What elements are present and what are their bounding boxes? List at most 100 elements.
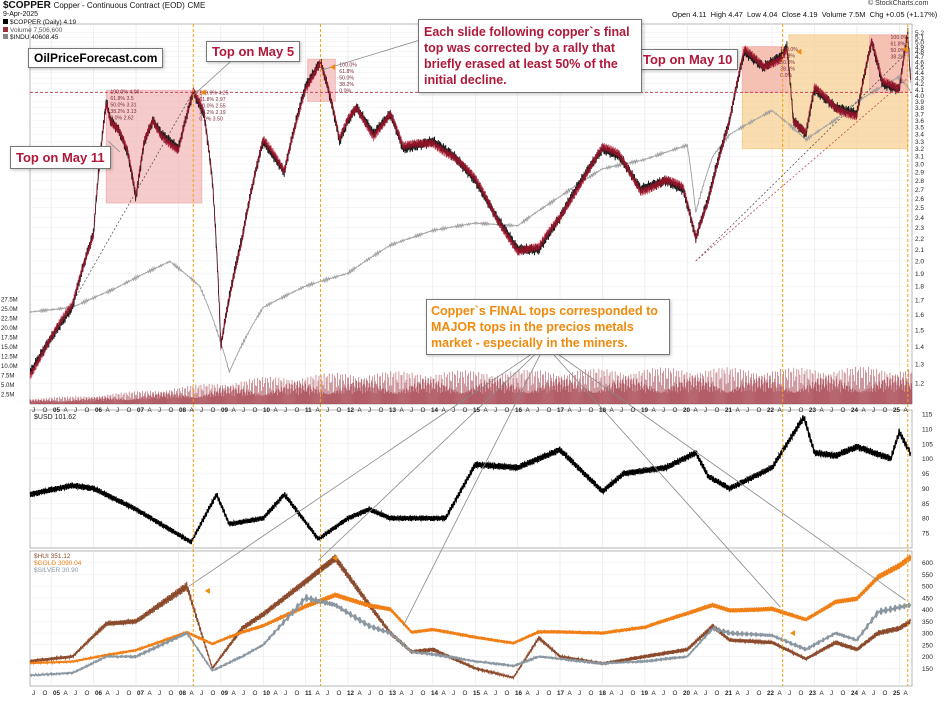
usd-tick-label: 100 <box>922 456 933 463</box>
copper-line <box>29 28 912 375</box>
x-tick-price: O <box>631 407 636 414</box>
annotation-bottom-text: Copper`s FINAL tops corresponded to MAJO… <box>426 299 670 355</box>
trendline-2020-a <box>695 51 909 262</box>
fib-label-2: 100.0% <box>339 62 357 68</box>
fib-label-2: 50.0% <box>339 75 354 81</box>
price-tick-label: 1.3 <box>915 362 924 369</box>
x-tick-metals: 22 <box>767 690 775 697</box>
x-tick-price: J <box>494 407 497 414</box>
metals-tick-label: 250 <box>922 642 933 649</box>
x-tick-price: O <box>589 407 594 414</box>
high-value: 4.47 <box>728 10 743 19</box>
x-tick-metals: A <box>148 690 153 697</box>
x-tick-metals: O <box>169 690 174 697</box>
x-tick-price: A <box>316 407 321 414</box>
x-tick-metals: A <box>526 690 531 697</box>
fib-label-2: 38.2% <box>339 82 354 88</box>
price-tick-label: 2.0 <box>915 259 924 266</box>
metals-tick-label: 350 <box>922 619 933 626</box>
price-tick-label: 3.5 <box>915 125 924 132</box>
x-tick-metals: 09 <box>221 690 229 697</box>
x-tick-price: O <box>757 407 762 414</box>
x-tick-metals: 19 <box>641 690 649 697</box>
panel-frame-2 <box>29 550 913 687</box>
volume-tick-label: 12.5M <box>1 355 18 361</box>
pointer-line-1 <box>318 344 546 561</box>
x-tick-metals: J <box>536 690 539 697</box>
x-tick-price: A <box>64 407 69 414</box>
price-tick-label: 4.0 <box>915 93 924 100</box>
x-tick-price: J <box>242 407 245 414</box>
x-tick-metals: A <box>274 690 279 697</box>
price-tick-label: 3.9 <box>915 99 924 106</box>
fib-label-2: 0.0% <box>339 88 351 94</box>
x-tick-price: A <box>400 407 405 414</box>
x-tick-metals: A <box>484 690 489 697</box>
price-tick-label: 2.6 <box>915 196 924 203</box>
legend-copper-text: $COPPER (Daily) 4.19 <box>10 19 77 26</box>
x-tick-metals: 07 <box>137 690 145 697</box>
x-tick-price: O <box>715 407 720 414</box>
x-tick-metals: 17 <box>557 690 565 697</box>
x-tick-price: A <box>190 407 195 414</box>
x-tick-metals: J <box>74 690 77 697</box>
x-tick-price: 11 <box>305 407 312 414</box>
panel-frame-1 <box>29 409 913 549</box>
trendline-2005 <box>42 95 192 356</box>
x-tick-price: O <box>337 407 342 414</box>
x-tick-metals: O <box>295 690 300 697</box>
price-tick-label: 2.1 <box>915 247 924 254</box>
x-tick-metals: 21 <box>725 690 733 697</box>
annotation-main-text: Each slide following copper`s final top … <box>418 19 642 93</box>
metals-line-0 <box>29 553 911 680</box>
x-tick-price: J <box>326 407 329 414</box>
x-tick-metals: 06 <box>95 690 103 697</box>
price-tick-label: 1.7 <box>915 297 924 304</box>
usd-tick-label: 110 <box>922 426 933 433</box>
x-tick-price: A <box>148 407 153 414</box>
x-tick-price: O <box>841 407 846 414</box>
legend-indu-swatch <box>3 34 8 39</box>
x-tick-metals: 24 <box>851 690 859 697</box>
price-tick-label: 4.8 <box>915 49 924 56</box>
x-tick-metals: 25 <box>893 690 901 697</box>
price-tick-label: 2.7 <box>915 187 924 194</box>
x-tick-price: A <box>778 407 783 414</box>
x-tick-price: 05 <box>53 407 61 414</box>
metals-tick-label: 450 <box>922 595 933 602</box>
price-tick-label: 5.0 <box>915 39 924 46</box>
x-tick-price: J <box>284 407 287 414</box>
x-tick-price: J <box>536 407 539 414</box>
x-tick-price: O <box>211 407 216 414</box>
usd-tick-label: 85 <box>922 501 930 508</box>
x-tick-metals: J <box>746 690 749 697</box>
x-tick-price: A <box>904 407 909 414</box>
fib-label-0: 61.8% 3.5 <box>110 96 133 102</box>
x-tick-metals: 23 <box>809 690 817 697</box>
x-tick-price: O <box>505 407 510 414</box>
metals-line-1 <box>29 554 912 666</box>
metals-tick-label: 300 <box>922 631 933 638</box>
price-tick-label: 3.1 <box>915 154 924 161</box>
metals-legend-2: $SILVER 30.90 <box>34 567 79 574</box>
x-tick-metals: A <box>400 690 405 697</box>
x-tick-price: A <box>526 407 531 414</box>
fib-label-4: 61.8% <box>891 42 906 48</box>
x-tick-price: 14 <box>431 407 439 414</box>
metals-tick-label: 150 <box>922 666 933 673</box>
x-tick-price: J <box>746 407 749 414</box>
x-tick-metals: A <box>442 690 447 697</box>
description: Copper - Continuous Contract (EOD) <box>53 1 185 10</box>
volume-label: Volume <box>821 10 847 19</box>
x-tick-metals: A <box>106 690 111 697</box>
price-tick-label: 2.3 <box>915 225 924 232</box>
x-tick-price: 22 <box>767 407 775 414</box>
price-tick-label: 3.4 <box>915 132 924 139</box>
price-tick-label: 4.5 <box>915 65 924 72</box>
x-tick-metals: J <box>158 690 161 697</box>
x-tick-price: A <box>442 407 447 414</box>
x-tick-metals: J <box>200 690 203 697</box>
legend-copper-swatch <box>3 19 8 24</box>
price-tick-label: 4.3 <box>915 75 924 82</box>
price-tick-label: 1.9 <box>915 271 924 278</box>
